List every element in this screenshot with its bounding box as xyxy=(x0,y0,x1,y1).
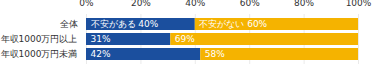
svg-text:60%: 60% xyxy=(240,0,260,8)
svg-text:31%: 31% xyxy=(91,34,111,44)
svg-text:不安がある 40%: 不安がある 40% xyxy=(91,19,159,29)
svg-text:69%: 69% xyxy=(175,34,195,44)
svg-text:80%: 80% xyxy=(294,0,314,8)
svg-text:100%: 100% xyxy=(346,0,372,8)
svg-text:40%: 40% xyxy=(185,0,205,8)
svg-text:0%: 0% xyxy=(79,0,94,8)
svg-text:20%: 20% xyxy=(131,0,151,8)
svg-text:58%: 58% xyxy=(205,49,225,59)
svg-text:年収1000万円未満: 年収1000万円未満 xyxy=(1,49,78,59)
svg-text:不安がない 60%: 不安がない 60% xyxy=(199,19,267,29)
svg-text:42%: 42% xyxy=(91,49,111,59)
svg-text:年収1000万円以上: 年収1000万円以上 xyxy=(1,34,78,44)
svg-text:全体: 全体 xyxy=(60,19,78,29)
